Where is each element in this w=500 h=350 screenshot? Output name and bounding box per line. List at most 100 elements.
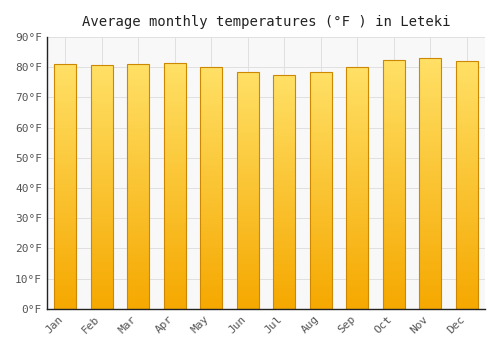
Bar <box>236 174 258 176</box>
Bar <box>164 304 186 306</box>
Bar <box>383 70 404 72</box>
Bar <box>236 150 258 152</box>
Bar <box>346 304 368 306</box>
Bar <box>236 91 258 93</box>
Bar <box>236 133 258 136</box>
Bar <box>200 135 222 137</box>
Bar <box>236 79 258 81</box>
Bar <box>90 187 112 189</box>
Bar <box>164 205 186 208</box>
Bar <box>90 287 112 289</box>
Bar <box>54 157 76 160</box>
Bar <box>164 146 186 149</box>
Bar <box>456 292 477 294</box>
Bar <box>90 145 112 148</box>
Bar <box>236 74 258 77</box>
Bar <box>90 84 112 87</box>
Bar <box>346 256 368 258</box>
Bar <box>127 111 149 113</box>
Bar <box>346 142 368 145</box>
Bar <box>54 140 76 142</box>
Bar <box>90 97 112 99</box>
Bar <box>456 69 477 71</box>
Bar <box>54 191 76 194</box>
Bar <box>420 118 441 121</box>
Bar <box>200 212 222 215</box>
Bar <box>456 143 477 145</box>
Bar <box>54 69 76 72</box>
Bar <box>236 252 258 254</box>
Bar <box>273 77 295 79</box>
Bar <box>200 190 222 193</box>
Bar <box>456 84 477 86</box>
Bar <box>90 250 112 253</box>
Bar <box>273 292 295 295</box>
Bar <box>420 58 441 61</box>
Bar <box>90 111 112 114</box>
Bar <box>273 271 295 274</box>
Bar <box>54 296 76 299</box>
Bar <box>164 102 186 105</box>
Bar <box>236 223 258 226</box>
Bar <box>420 146 441 148</box>
Bar <box>90 124 112 126</box>
Bar <box>164 132 186 134</box>
Bar <box>273 91 295 93</box>
Bar <box>236 152 258 155</box>
Bar <box>346 157 368 159</box>
Bar <box>164 88 186 90</box>
Bar <box>310 181 332 183</box>
Bar <box>90 65 112 67</box>
Bar <box>164 63 186 309</box>
Bar <box>456 177 477 180</box>
Bar <box>383 294 404 296</box>
Bar <box>456 212 477 215</box>
Bar <box>236 264 258 266</box>
Bar <box>456 254 477 257</box>
Bar <box>90 277 112 280</box>
Bar <box>200 176 222 178</box>
Bar <box>200 174 222 176</box>
Bar <box>383 94 404 97</box>
Bar <box>200 164 222 166</box>
Bar <box>456 286 477 289</box>
Bar <box>164 242 186 245</box>
Bar <box>127 191 149 194</box>
Bar <box>383 159 404 162</box>
Bar <box>90 104 112 106</box>
Bar <box>90 245 112 248</box>
Bar <box>164 240 186 242</box>
Bar <box>273 199 295 201</box>
Bar <box>383 274 404 276</box>
Bar <box>310 197 332 200</box>
Bar <box>90 106 112 109</box>
Bar <box>310 223 332 226</box>
Bar <box>383 179 404 182</box>
Bar <box>90 299 112 301</box>
Bar <box>164 267 186 270</box>
Bar <box>236 235 258 238</box>
Bar <box>383 204 404 206</box>
Bar <box>273 255 295 257</box>
Bar <box>273 299 295 302</box>
Bar <box>236 164 258 167</box>
Bar <box>310 112 332 114</box>
Bar <box>383 232 404 234</box>
Bar <box>273 290 295 292</box>
Bar <box>90 292 112 294</box>
Bar <box>54 177 76 179</box>
Bar <box>310 138 332 141</box>
Bar <box>127 292 149 294</box>
Bar <box>383 100 404 102</box>
Bar <box>54 257 76 260</box>
Bar <box>456 145 477 148</box>
Bar <box>346 176 368 178</box>
Bar <box>54 145 76 147</box>
Bar <box>54 231 76 233</box>
Bar <box>90 82 112 84</box>
Bar <box>273 189 295 192</box>
Bar <box>127 123 149 125</box>
Bar <box>164 296 186 299</box>
Bar <box>456 200 477 202</box>
Bar <box>310 287 332 290</box>
